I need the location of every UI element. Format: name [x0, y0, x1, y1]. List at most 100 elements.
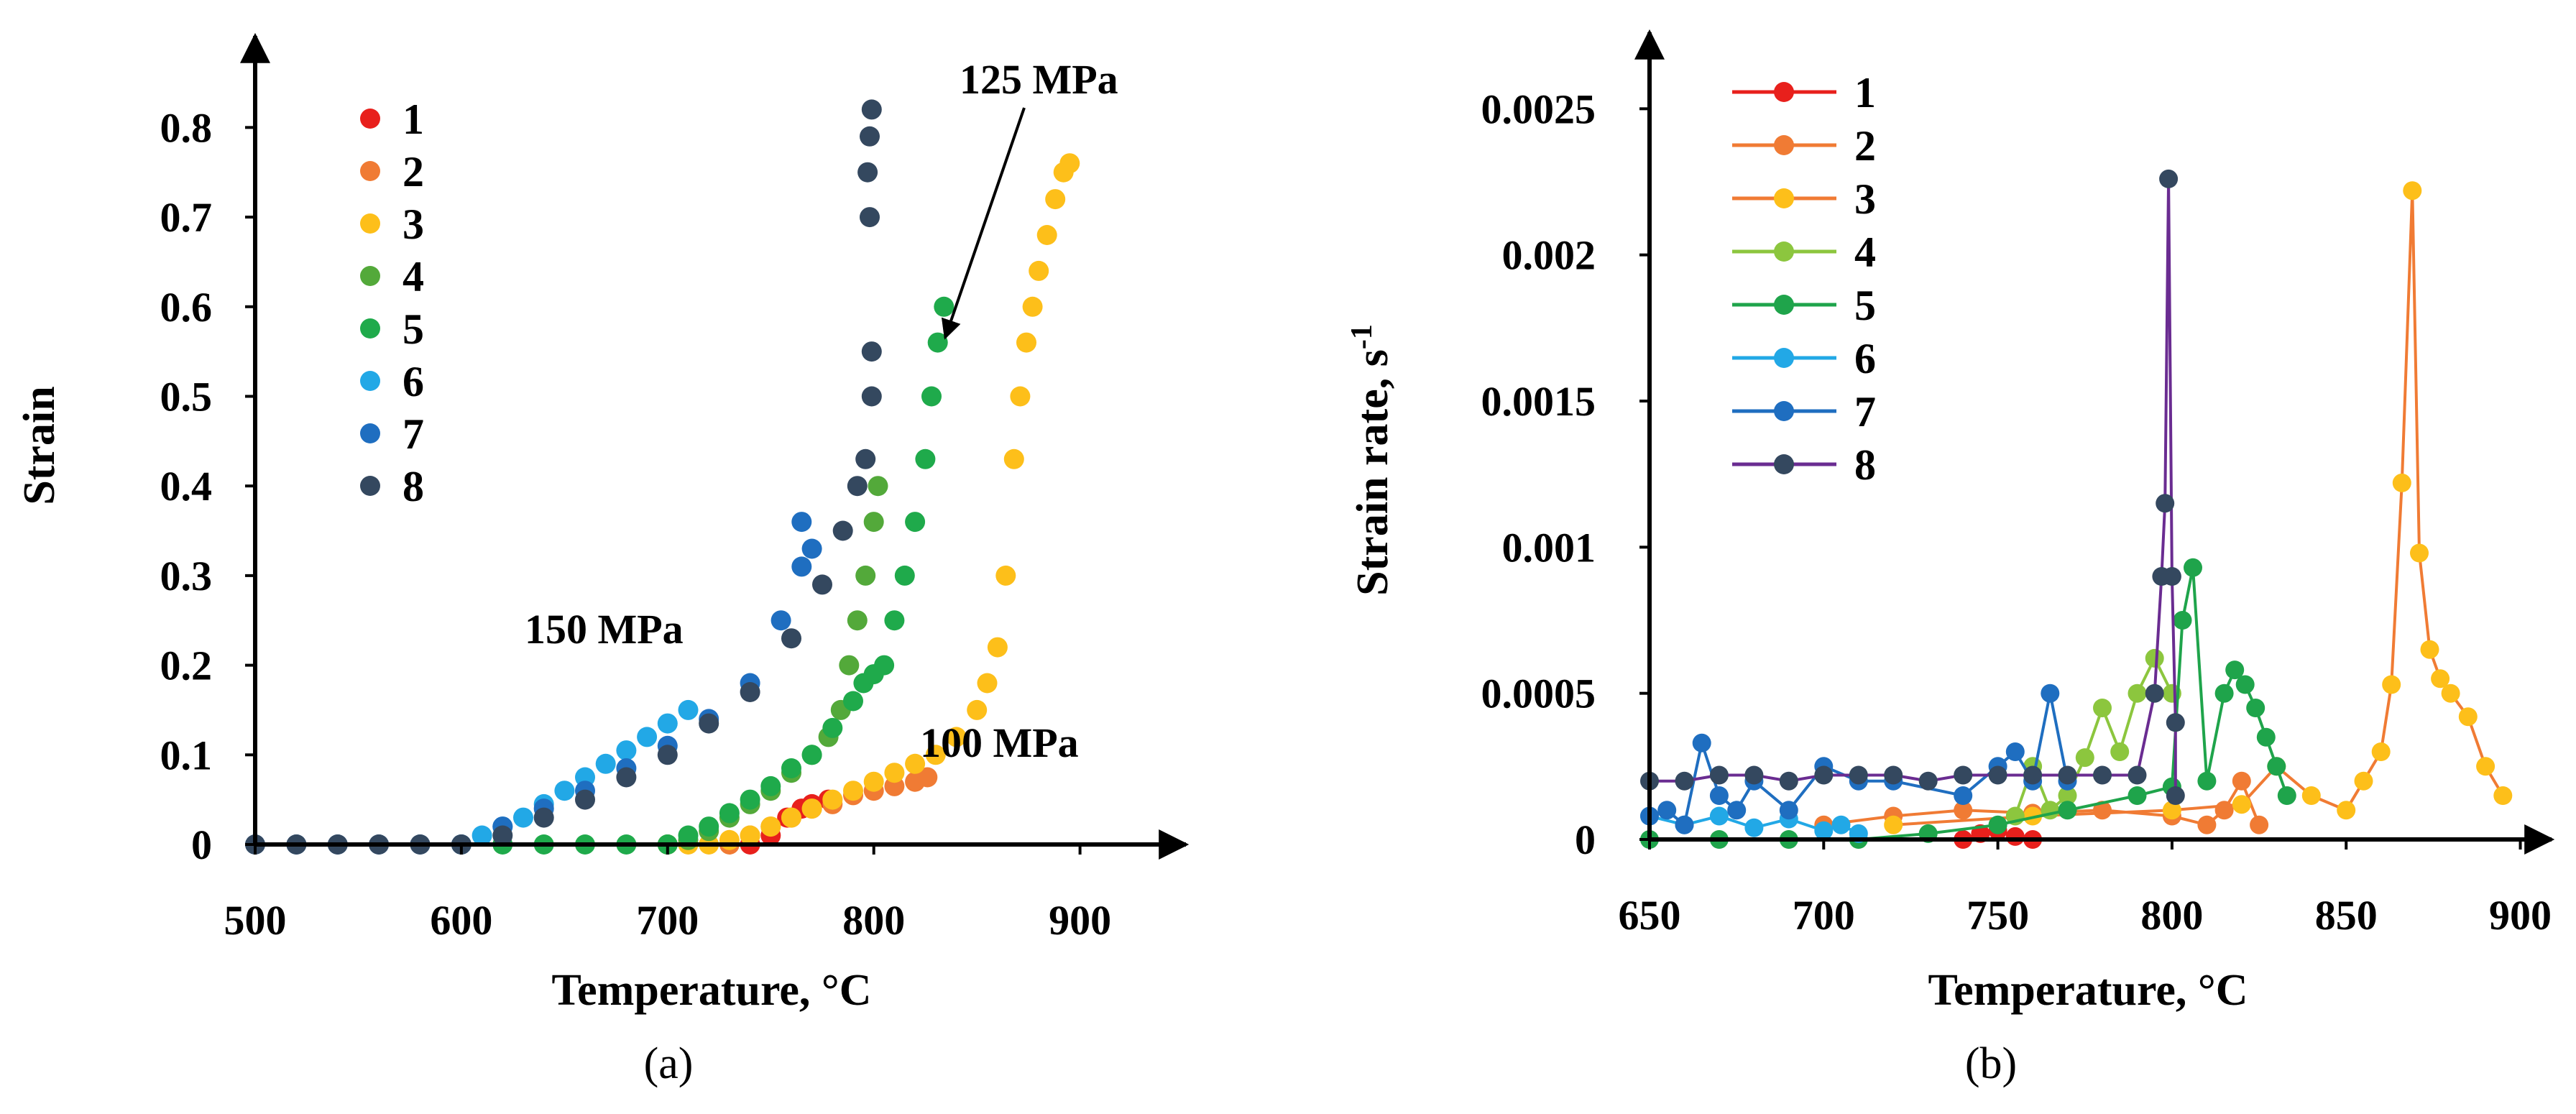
panel-b-y-axis-label: Strain rate, s-1 [1346, 324, 1397, 596]
panel-b-series-3-point [2371, 742, 2391, 761]
panel-a-y-tick-label: 0.2 [160, 643, 213, 689]
panel-b-legend-marker [1774, 454, 1794, 474]
panel-b-series-7-point [1779, 801, 1798, 820]
panel-b-series-8-point [1744, 765, 1764, 785]
panel-b-series-8-point [2166, 786, 2185, 805]
panel-a-series-5-point [678, 825, 699, 846]
panel-b-series-8-point [2162, 567, 2181, 586]
panel-b-series-2-point [2250, 815, 2269, 834]
panel-a-y-tick-label: 0.6 [160, 284, 213, 331]
annotation-125-mpa: 125 MPa [960, 56, 1118, 103]
panel-b-series-8-point [2023, 765, 2043, 785]
panel-b-series-5-point [2214, 683, 2234, 703]
panel-b-series-4-point [2093, 699, 2112, 717]
panel-b-series-8-point [1954, 765, 1973, 785]
panel-b-series-3-point [2232, 795, 2251, 814]
panel-b-series-3-point [2410, 543, 2429, 563]
panel-b-series-3-point [2476, 757, 2496, 776]
panel-b-series-8-point [1814, 765, 1834, 785]
panel-a-y-tick-label: 0.4 [160, 463, 213, 510]
panel-a-series-5-point [921, 386, 942, 407]
panel-b-series-3-line [1893, 190, 2505, 827]
panel-a-legend-marker [360, 109, 380, 129]
panel-a-series-5-point [884, 610, 905, 631]
panel-a-series-8-point [575, 789, 595, 810]
panel-a-legend-label: 4 [402, 253, 424, 300]
panel-b-series-3-point [2301, 786, 2321, 805]
panel-b-series-3-point [2392, 473, 2411, 492]
panel-a-series-3-point [801, 798, 822, 819]
panel-a-y-tick-label: 0.7 [160, 194, 213, 241]
panel-a-series-8-point [847, 476, 868, 497]
panel-b-series-2-point [2093, 801, 2112, 820]
panel-a-series-5-point [843, 691, 863, 712]
panel-a-series-3-point [995, 565, 1016, 586]
panel-a-series-8-point [812, 574, 832, 595]
panel-a-series-8-point [533, 807, 554, 828]
panel-a-legend-marker [360, 423, 380, 443]
panel-b-series-3-point [2420, 640, 2439, 659]
panel-a-x-tick-label: 800 [842, 897, 905, 944]
panel-b-series-6-point [1831, 815, 1851, 834]
panel-b-x-tick-label: 900 [2489, 892, 2552, 939]
panel-a-series-3-point [1045, 189, 1066, 210]
panel-a-legend-label: 7 [402, 410, 424, 458]
panel-b-series-2-point [2197, 815, 2217, 834]
panel-a-series-8-point [861, 341, 882, 362]
panel-b-series-3-point [2403, 181, 2422, 201]
panel-b-x-tick-label: 700 [1793, 892, 1855, 939]
panel-a-series-5-point [874, 655, 895, 676]
panel-a-series-5-point [915, 448, 936, 469]
panel-a-series-4-point [839, 655, 860, 676]
panel-b-legend: 1 2 3 4 5 6 7 8 [1732, 69, 1876, 489]
panel-a-series-8-point [781, 628, 801, 649]
panel-a-x-tick-label: 700 [636, 897, 699, 944]
panel-a-data-marks [245, 99, 1080, 855]
annotation-125-mpa-arrow [941, 107, 1026, 340]
panel-a-series-3-point [977, 673, 998, 694]
panel-b-legend-label: 7 [1854, 388, 1876, 436]
panel-b-series-8-point [1709, 765, 1729, 785]
panel-b-series-7-point [2005, 742, 2025, 761]
panel-b-series-8-point [2156, 494, 2175, 513]
panel-a-series-3-point [905, 753, 926, 774]
panel-b-series-2-point [2214, 801, 2234, 820]
panel-a-series-4-point [868, 476, 888, 497]
panel-a-y-tick-label: 0.1 [160, 732, 213, 778]
panel-b-x-tick-label: 850 [2315, 892, 2378, 939]
panel-b-series-8-point [2159, 169, 2179, 188]
panel-a-legend-marker [360, 161, 380, 181]
panel-b-series-7-point [1954, 786, 1973, 805]
panel-a-x-tick-label: 600 [430, 897, 492, 944]
panel-b-series-4-point [2128, 683, 2147, 703]
panel-b-series-8-point [1918, 771, 1938, 791]
panel-a-series-2-point [917, 767, 938, 788]
panel-b-x-tick-label: 750 [1966, 892, 2029, 939]
panel-a-series-8-point [832, 520, 853, 541]
panel-a-series-3-point [1059, 153, 1080, 174]
panel-b-series-8-point [2128, 765, 2147, 785]
panel-b-series-3-point [2337, 801, 2356, 820]
panel-a-series-8-point [861, 99, 882, 120]
panel-b-series-7-point [1675, 815, 1694, 834]
panel-a-series-3-point [863, 771, 884, 792]
panel-a-series-3-point [1010, 386, 1031, 407]
panel-a-series-4-point [847, 610, 868, 631]
panel-b-series-5-point [2128, 786, 2147, 805]
panel-a-legend-label: 1 [402, 96, 424, 143]
panel-b-y-tick-label: 0.001 [1502, 524, 1596, 571]
panel-b-series-7-point [2041, 683, 2060, 703]
panel-a-series-3-point [884, 763, 905, 783]
panel-a-series-6-point [637, 727, 658, 747]
panel-a-axes: 500 600 700 800 900 0 0.1 0.2 0.3 0.4 0.5 0.6 0.7 0.8 [160, 32, 1190, 944]
panel-b-legend-marker [1774, 135, 1794, 155]
panel-a-series-3-point [946, 727, 967, 747]
panel-b-series-5-point [2225, 660, 2245, 680]
panel-b-series-7-line [1649, 693, 2069, 828]
panel-b-series-2-point [2232, 771, 2251, 791]
panel-b-strain-rate-chart: 650 700 750 800 850 900 0 0.0005 0.001 0.0015 0.00… [1346, 29, 2555, 1088]
panel-a-series-3-point [1016, 332, 1036, 353]
panel-a-legend-label: 2 [402, 148, 424, 195]
panel-a-series-8-point [855, 448, 876, 469]
